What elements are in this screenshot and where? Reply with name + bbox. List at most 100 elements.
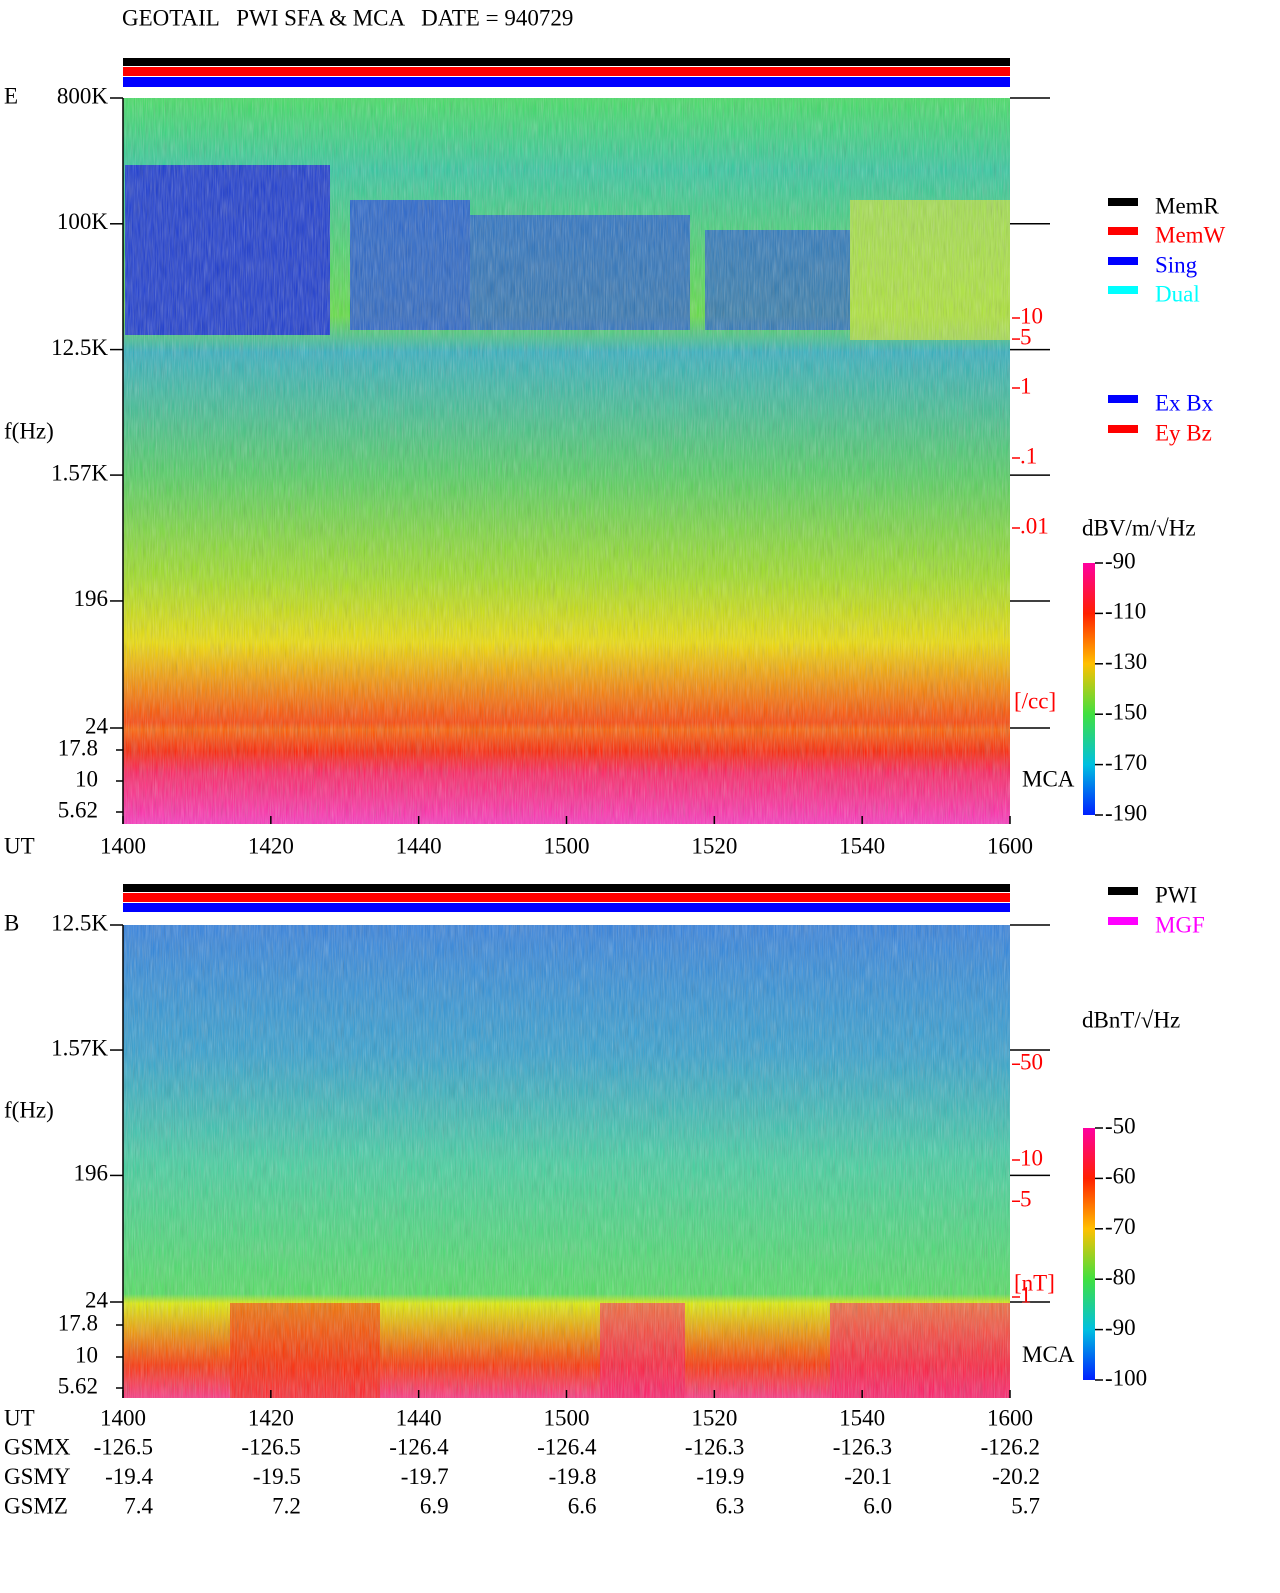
legend-swatch	[1108, 887, 1138, 895]
spectrogram-e	[123, 98, 1010, 824]
orbit-value: 6.9	[420, 1493, 449, 1518]
orbit-value: -126.2	[981, 1434, 1040, 1459]
density-tick-label: 50	[1020, 1050, 1043, 1075]
colorbar-tick-label: -110	[1105, 599, 1146, 624]
colorbar-tick-label: -90	[1105, 548, 1136, 573]
status-bar	[123, 67, 1010, 76]
y-tick-label: 24	[85, 1287, 109, 1312]
density-tick-label: 10	[1020, 303, 1043, 328]
x-tick-label: 1600	[987, 833, 1033, 858]
y-tick-label: 1.57K	[51, 460, 108, 485]
orbit-value: 5.7	[1011, 1493, 1040, 1518]
legend-label: Ey Bz	[1155, 420, 1212, 445]
orbit-value: -126.3	[833, 1434, 892, 1459]
x-tick-label: 1500	[544, 833, 590, 858]
mca-channel-label: 17.8	[58, 1310, 98, 1335]
colorbar-tick-label: -80	[1105, 1264, 1136, 1289]
legend-swatch	[1108, 198, 1138, 206]
colorbar-tick-label: -170	[1105, 750, 1147, 775]
legend-label: MemW	[1155, 222, 1226, 247]
status-bar	[123, 893, 1010, 902]
x-tick-label: 1420	[248, 1405, 294, 1430]
legend-swatch	[1108, 425, 1138, 433]
x-tick-label: 1420	[248, 833, 294, 858]
orbit-value: -20.2	[992, 1464, 1040, 1489]
colorbar-tick-label: -100	[1105, 1365, 1147, 1390]
density-tick-label: .1	[1020, 443, 1037, 468]
x-tick-label: 1600	[987, 1405, 1033, 1430]
legend-label: MemR	[1155, 193, 1220, 218]
colorbar-tick-label: -70	[1105, 1214, 1136, 1239]
x-tick-label: 1400	[100, 1405, 146, 1430]
spectrogram-b	[123, 925, 1010, 1398]
y-tick-label: 12.5K	[51, 910, 108, 935]
mca-label: MCA	[1022, 1342, 1075, 1367]
y-axis-label: f(Hz)	[4, 1097, 54, 1122]
orbit-value: -126.4	[389, 1434, 449, 1459]
colorbar-tick-label: -190	[1105, 800, 1147, 825]
orbit-value: -19.9	[696, 1464, 744, 1489]
x-tick-label: 1520	[691, 1405, 737, 1430]
legend-label: PWI	[1155, 882, 1197, 907]
orbit-value: -19.7	[401, 1464, 449, 1489]
x-tick-label: 1440	[396, 1405, 442, 1430]
x-tick-label: 1400	[100, 833, 146, 858]
y-tick-label: 100K	[57, 209, 109, 234]
panel-label: B	[4, 910, 19, 935]
legend-swatch	[1108, 286, 1138, 294]
panel-label: E	[4, 83, 18, 108]
orbit-row-label: GSMY	[4, 1464, 71, 1489]
spectrogram-texture	[123, 925, 1010, 1398]
y-tick-label: 12.5K	[51, 335, 108, 360]
legend-swatch	[1108, 227, 1138, 235]
colorbar-tick-label: -90	[1105, 1315, 1136, 1340]
density-unit: [/cc]	[1014, 688, 1056, 713]
colorbar-tick-label: -60	[1105, 1164, 1136, 1189]
y-tick-label: 24	[85, 713, 109, 738]
x-tick-label: 1520	[691, 833, 737, 858]
status-bar	[123, 903, 1010, 912]
mca-label: MCA	[1022, 766, 1075, 791]
orbit-value: -126.4	[537, 1434, 597, 1459]
x-axis-label: UT	[4, 1405, 35, 1430]
x-axis-label: UT	[4, 833, 35, 858]
density-tick-label: 5	[1020, 324, 1032, 349]
legend-swatch	[1108, 917, 1138, 925]
orbit-value: -126.5	[241, 1434, 300, 1459]
legend-swatch	[1108, 395, 1138, 403]
y-axis-label: f(Hz)	[4, 418, 54, 443]
colorbar-tick-label: -150	[1105, 699, 1147, 724]
orbit-value: -126.3	[685, 1434, 744, 1459]
status-bar	[123, 77, 1010, 87]
orbit-value: 7.2	[272, 1493, 301, 1518]
orbit-value: -19.4	[105, 1464, 153, 1489]
colorbar	[1083, 563, 1095, 815]
x-tick-label: 1500	[544, 1405, 590, 1430]
page-title: GEOTAIL PWI SFA & MCA DATE = 940729	[122, 5, 573, 30]
legend-label: Sing	[1155, 252, 1198, 277]
y-tick-label: 196	[74, 586, 109, 611]
orbit-value: 6.0	[863, 1493, 892, 1518]
legend-label: MGF	[1155, 912, 1205, 937]
x-tick-label: 1440	[396, 833, 442, 858]
colorbar-label: dBnT/√Hz	[1082, 1007, 1180, 1032]
density-tick-label: 5	[1020, 1187, 1032, 1212]
y-tick-label: 800K	[57, 83, 109, 108]
density-tick-label: .01	[1020, 513, 1049, 538]
y-tick-label: 1.57K	[51, 1035, 108, 1060]
orbit-value: 6.3	[716, 1493, 745, 1518]
orbit-value: 6.6	[568, 1493, 597, 1518]
density-tick-label: 1	[1020, 373, 1032, 398]
legend-swatch	[1108, 257, 1138, 265]
density-tick-label: 1	[1020, 1282, 1032, 1307]
mca-channel-label: 10	[75, 766, 98, 791]
y-tick-label: 196	[74, 1161, 109, 1186]
density-unit: [nT]	[1014, 1270, 1055, 1295]
orbit-row-label: GSMZ	[4, 1493, 68, 1518]
orbit-row-label: GSMX	[4, 1434, 71, 1459]
status-bar	[123, 884, 1010, 892]
mca-channel-label: 5.62	[58, 1373, 98, 1398]
orbit-value: -126.5	[94, 1434, 153, 1459]
colorbar	[1083, 1128, 1095, 1380]
